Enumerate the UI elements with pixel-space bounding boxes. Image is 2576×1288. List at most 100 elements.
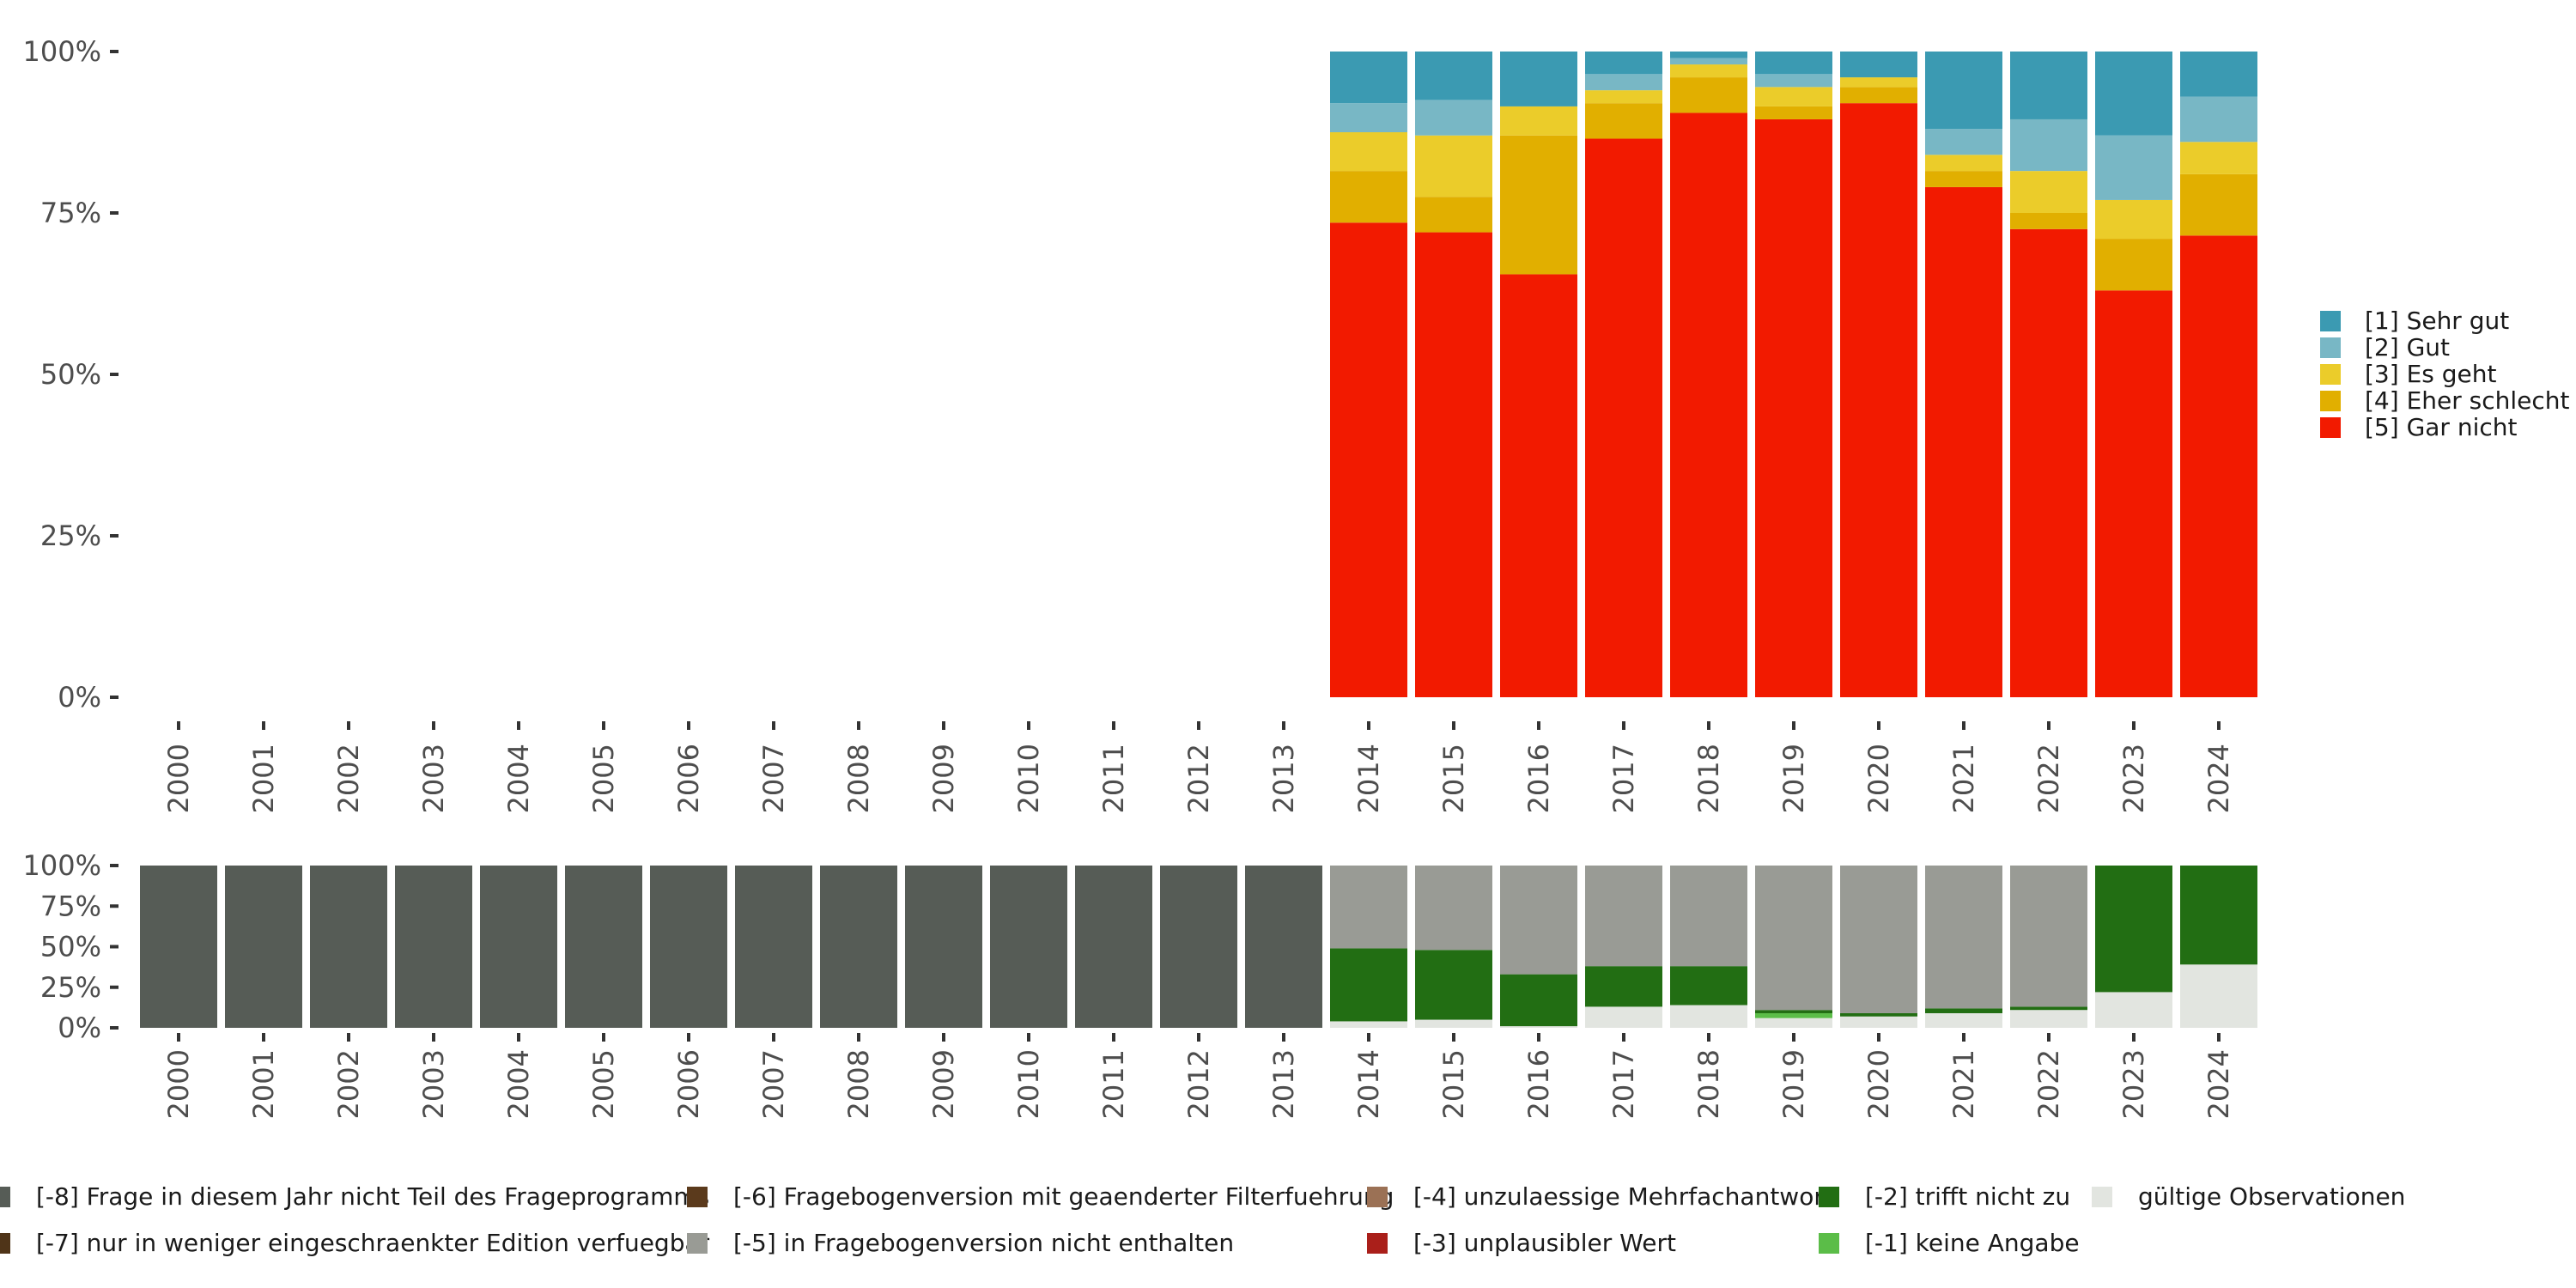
top-x-tick-label: 2004: [502, 744, 535, 813]
bottom-bar-2005-8-frage-in-diesem-jahr-nicht-teil-des-frageprogramms: [565, 866, 642, 1028]
bottom-bar-2015-5-in-fragebogenversion-nicht-enthalten: [1415, 866, 1492, 951]
top-x-tick-label: 2005: [587, 744, 620, 813]
bottom-bar-2007-8-frage-in-diesem-jahr-nicht-teil-des-frageprogramms: [735, 866, 812, 1028]
bottom-legend-label-7-nur-in-weniger-eingeschraenkter-edition-verfuegbar: [-7] nur in weniger eingeschraenkter Edi…: [36, 1229, 710, 1257]
top-bar-2021-4-eher-schlecht: [1925, 171, 2002, 187]
top-x-tick-label: 2011: [1097, 744, 1130, 813]
bottom-bar-2002-8-frage-in-diesem-jahr-nicht-teil-des-frageprogramms: [310, 866, 387, 1028]
top-x-tick-label: 2023: [2117, 744, 2150, 813]
bottom-bar-2014-2-trifft-nicht-zu: [1330, 948, 1407, 1022]
bottom-legend-swatch-1-keine-angabe: [1819, 1233, 1839, 1254]
top-legend-swatch-1-sehr-gut: [2320, 311, 2341, 331]
top-y-tick-label: 75%: [40, 197, 101, 229]
top-legend-label-2-gut: [2] Gut: [2365, 333, 2450, 361]
bottom-legend: [-8] Frage in diesem Jahr nicht Teil des…: [0, 1182, 2405, 1257]
top-x-tick-label: 2009: [927, 744, 960, 813]
bottom-bar-2017-2-trifft-nicht-zu: [1585, 966, 1662, 1007]
top-y-tick-label: 50%: [40, 358, 101, 391]
top-bar-2017-2-gut: [1585, 74, 1662, 91]
top-bar-2016-5-gar-nicht: [1500, 274, 1577, 697]
top-bar-2015-2-gut: [1415, 100, 1492, 136]
top-bar-2020-1-sehr-gut: [1840, 52, 1917, 78]
top-bar-2018-3-es-geht: [1670, 64, 1747, 78]
bottom-bar-2024-gueltige-observationen: [2180, 964, 2257, 1028]
top-bar-2024-3-es-geht: [2180, 142, 2257, 174]
top-x-tick-label: 2016: [1522, 744, 1555, 813]
bottom-x-tick-label: 2014: [1352, 1049, 1385, 1119]
bottom-bar-2021-gueltige-observationen: [1925, 1012, 2002, 1028]
top-bar-2021-1-sehr-gut: [1925, 52, 2002, 130]
top-legend-swatch-4-eher-schlecht: [2320, 391, 2341, 411]
top-bar-2016-3-es-geht: [1500, 106, 1577, 136]
top-bar-2014-3-es-geht: [1330, 132, 1407, 172]
bottom-bar-2018-5-in-fragebogenversion-nicht-enthalten: [1670, 866, 1747, 967]
top-x-tick-label: 2019: [1777, 744, 1810, 813]
top-bar-2015-4-eher-schlecht: [1415, 197, 1492, 233]
top-bar-2024-5-gar-nicht: [2180, 235, 2257, 697]
top-x-tick-label: 2017: [1607, 744, 1640, 813]
bottom-x-tick-label: 2021: [1947, 1049, 1980, 1119]
top-legend-swatch-5-gar-nicht: [2320, 417, 2341, 438]
top-legend-label-5-gar-nicht: [5] Gar nicht: [2365, 413, 2517, 441]
bottom-legend-swatch-3-unplausibler-wert: [1367, 1233, 1388, 1254]
top-x-tick-label: 2010: [1012, 744, 1045, 813]
top-bar-2023-1-sehr-gut: [2095, 52, 2172, 136]
top-bar-2019-4-eher-schlecht: [1755, 106, 1832, 119]
bottom-x-tick-label: 2002: [332, 1049, 365, 1119]
top-x-tick-label: 2020: [1862, 744, 1895, 813]
bottom-legend-label-5-in-fragebogenversion-nicht-enthalten: [-5] in Fragebogenversion nicht enthalte…: [733, 1229, 1234, 1257]
bottom-x-tick-label: 2010: [1012, 1049, 1045, 1119]
bottom-y-tick-label: 25%: [40, 971, 101, 1004]
top-bar-2017-4-eher-schlecht: [1585, 103, 1662, 139]
bottom-bar-2022-5-in-fragebogenversion-nicht-enthalten: [2010, 866, 2087, 1007]
bottom-x-tick-label: 2024: [2202, 1049, 2235, 1119]
top-bar-2017-3-es-geht: [1585, 90, 1662, 104]
top-bar-2017-5-gar-nicht: [1585, 138, 1662, 697]
top-bar-2019-5-gar-nicht: [1755, 118, 1832, 697]
top-bar-2019-3-es-geht: [1755, 87, 1832, 106]
bottom-legend-swatch-7-nur-in-weniger-eingeschraenkter-edition-verfuegbar: [0, 1233, 10, 1254]
bottom-y-tick-label: 50%: [40, 931, 101, 963]
top-y-tick-label: 100%: [23, 35, 101, 68]
top-bar-2022-5-gar-nicht: [2010, 228, 2087, 697]
top-bar-2018-2-gut: [1670, 58, 1747, 65]
bottom-bar-2012-8-frage-in-diesem-jahr-nicht-teil-des-frageprogramms: [1160, 866, 1237, 1028]
bottom-legend-swatch-6-fragebogenversion-mit-geaenderter-filterfuehrung: [687, 1187, 708, 1207]
bottom-bar-2019-1-keine-angabe: [1755, 1012, 1832, 1018]
top-y-tick-label: 0%: [58, 681, 101, 714]
top-bar-2021-3-es-geht: [1925, 155, 2002, 172]
top-bar-2015-1-sehr-gut: [1415, 52, 1492, 100]
bottom-x-tick-label: 2004: [502, 1049, 535, 1119]
bottom-legend-label-8-frage-in-diesem-jahr-nicht-teil-des-frageprogramms: [-8] Frage in diesem Jahr nicht Teil des…: [36, 1182, 709, 1211]
top-legend-swatch-2-gut: [2320, 337, 2341, 358]
top-bar-2020-3-es-geht: [1840, 77, 1917, 88]
bottom-bar-2013-8-frage-in-diesem-jahr-nicht-teil-des-frageprogramms: [1245, 866, 1322, 1028]
bottom-x-tick-label: 2000: [162, 1049, 195, 1119]
bottom-bar-2014-5-in-fragebogenversion-nicht-enthalten: [1330, 866, 1407, 949]
bottom-x-tick-label: 2022: [2032, 1049, 2065, 1119]
bottom-bar-2001-8-frage-in-diesem-jahr-nicht-teil-des-frageprogramms: [225, 866, 302, 1028]
bottom-y-tick-label: 100%: [23, 849, 101, 882]
top-bar-2019-1-sehr-gut: [1755, 52, 1832, 75]
bottom-y-tick-label: 0%: [58, 1012, 101, 1044]
top-bar-2019-2-gut: [1755, 74, 1832, 88]
bottom-bar-2015-gueltige-observationen: [1415, 1019, 1492, 1028]
bottom-x-tick-label: 2015: [1437, 1049, 1470, 1119]
bottom-bar-2003-8-frage-in-diesem-jahr-nicht-teil-des-frageprogramms: [395, 866, 472, 1028]
top-legend-label-1-sehr-gut: [1] Sehr gut: [2365, 307, 2509, 335]
bottom-legend-label-gueltige-observationen: gültige Observationen: [2138, 1182, 2405, 1211]
bottom-bar-2016-5-in-fragebogenversion-nicht-enthalten: [1500, 866, 1577, 975]
top-x-tick-label: 2001: [247, 744, 280, 813]
top-x-tick-label: 2021: [1947, 744, 1980, 813]
bottom-x-tick-label: 2012: [1182, 1049, 1215, 1119]
top-x-tick-label: 2015: [1437, 744, 1470, 813]
bottom-legend-label-4-unzulaessige-mehrfachantwort: [-4] unzulaessige Mehrfachantwort: [1413, 1182, 1833, 1211]
bottom-x-tick-label: 2011: [1097, 1049, 1130, 1119]
bottom-bar-2015-2-trifft-nicht-zu: [1415, 950, 1492, 1020]
bottom-bar-2017-5-in-fragebogenversion-nicht-enthalten: [1585, 866, 1662, 967]
top-bar-2016-1-sehr-gut: [1500, 52, 1577, 106]
bottom-bar-2024-2-trifft-nicht-zu: [2180, 866, 2257, 965]
bottom-bar-2019-2-trifft-nicht-zu: [1755, 1010, 1832, 1013]
top-x-tick-label: 2024: [2202, 744, 2235, 813]
